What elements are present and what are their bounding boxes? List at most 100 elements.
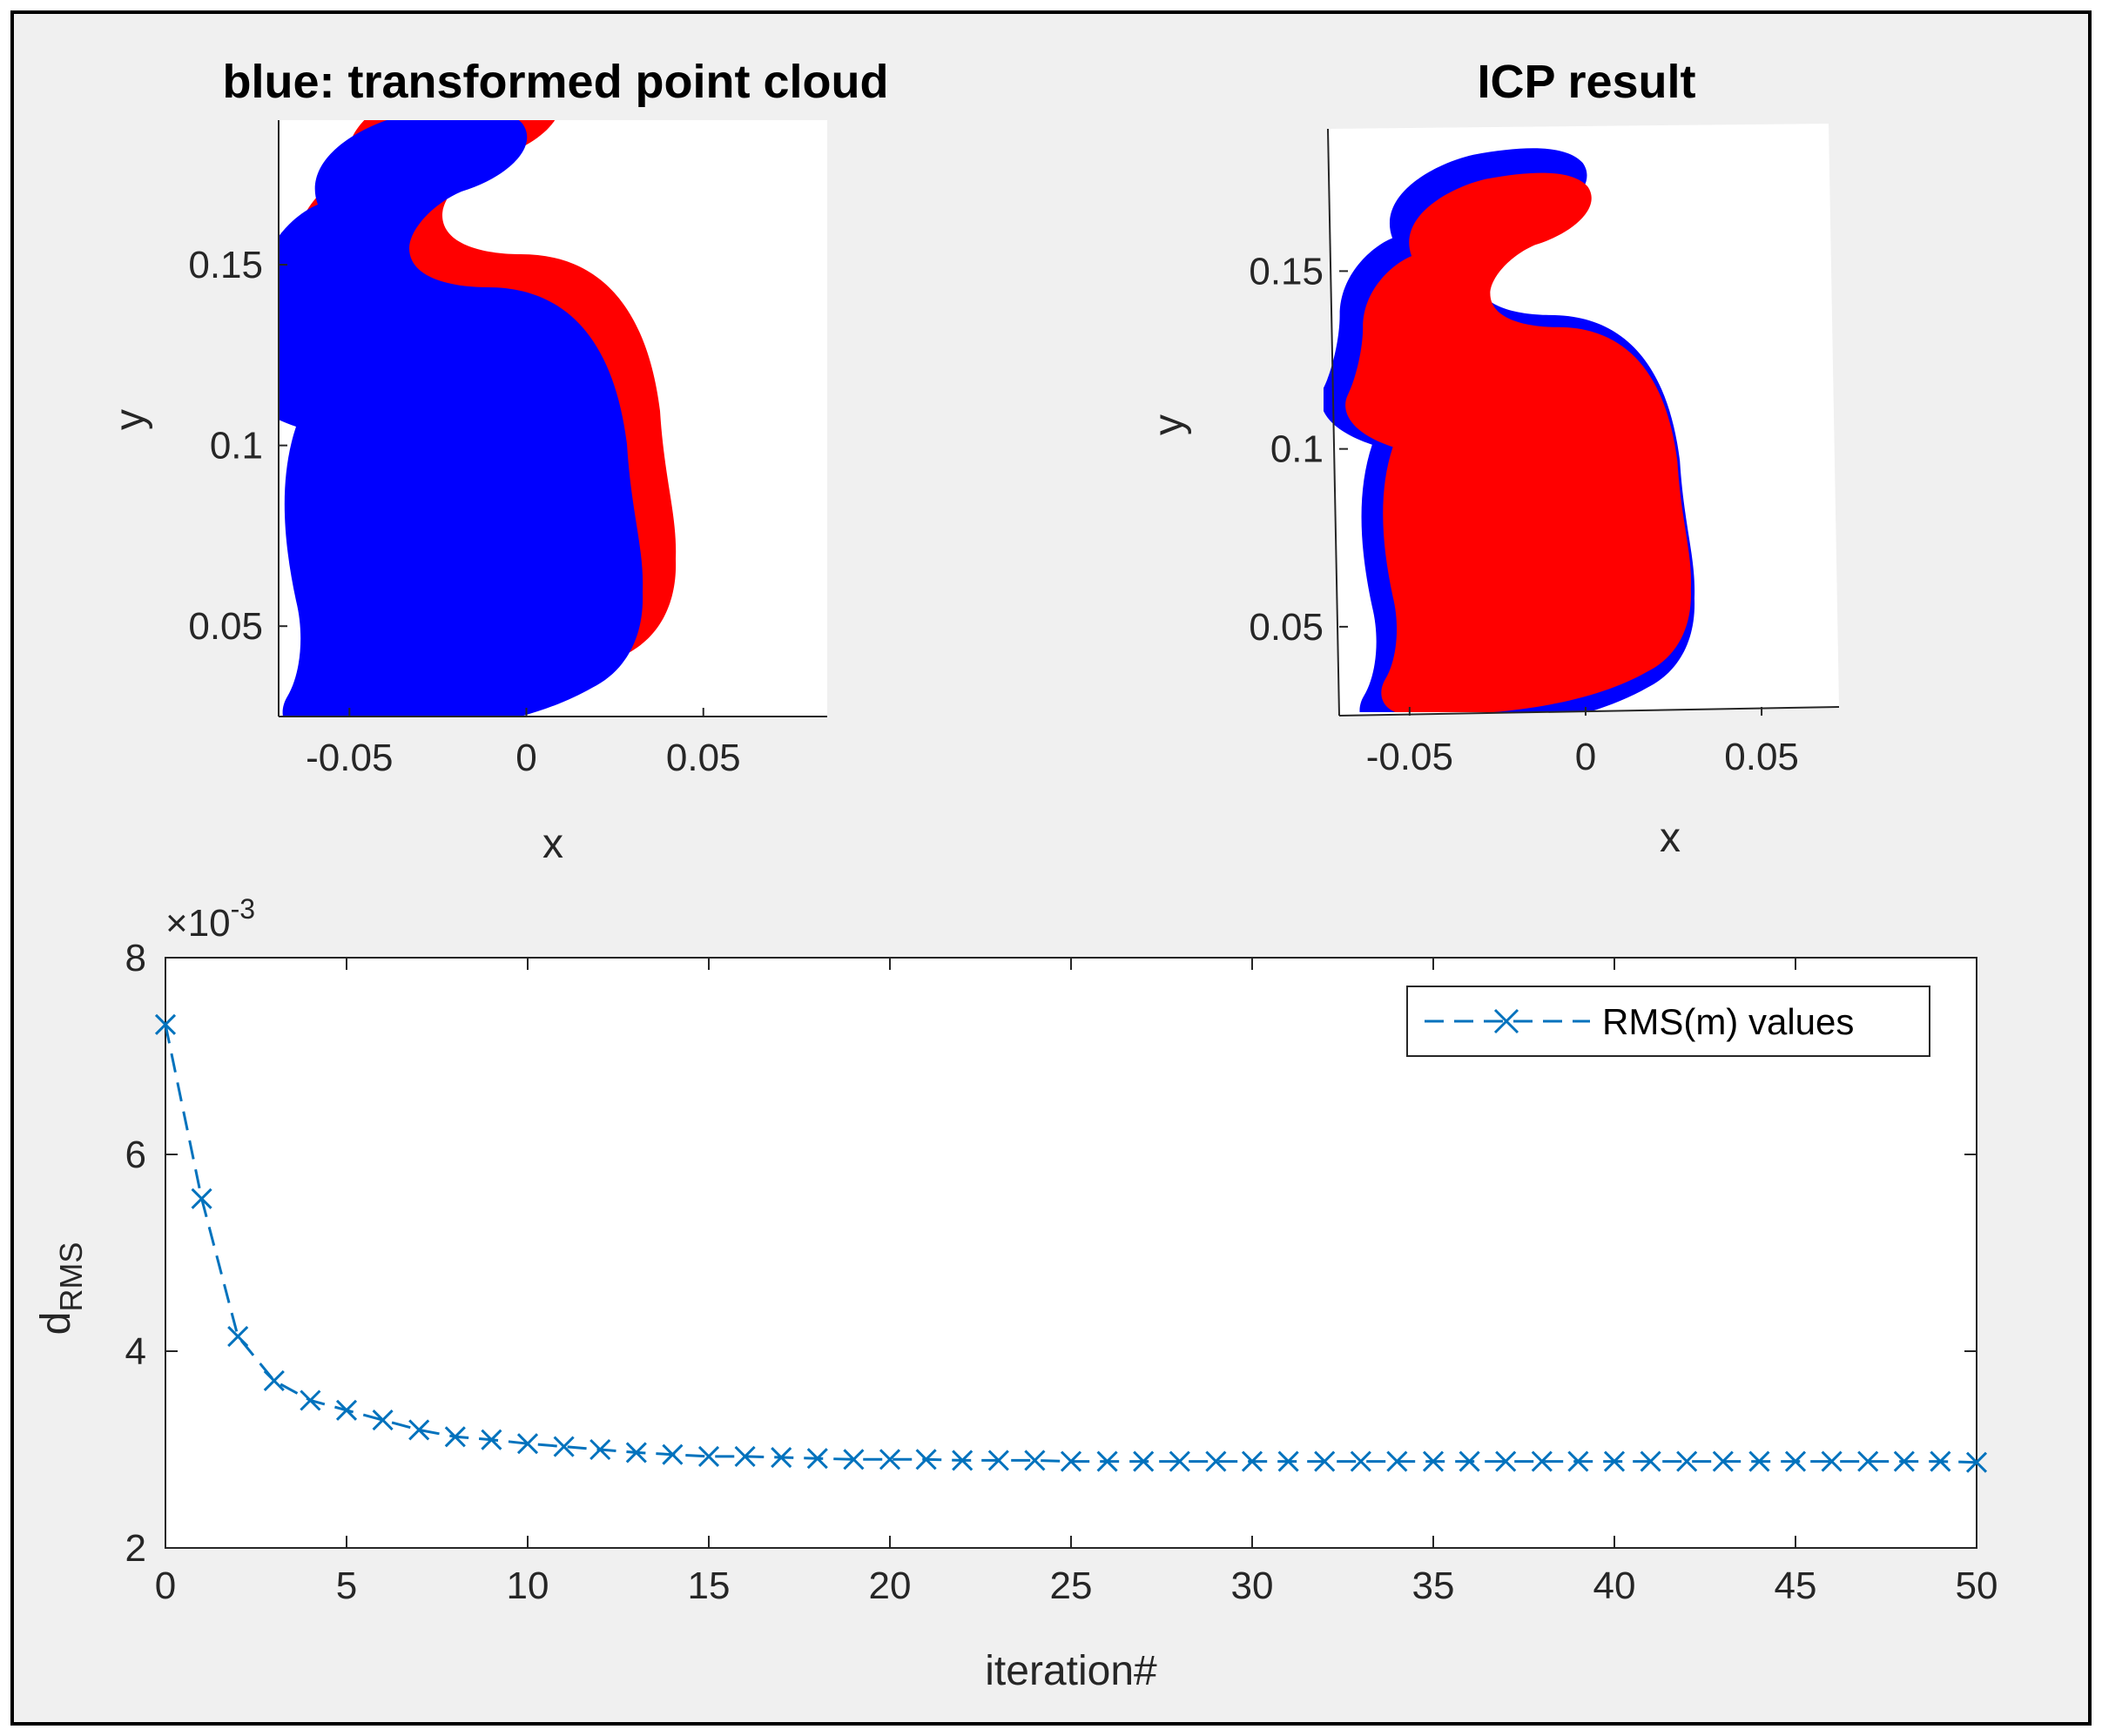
point-cloud-1: [279, 120, 677, 717]
legend-series-label: RMS(m) values: [1602, 1001, 1854, 1042]
plot-1-ytick-label-1: 0.1: [210, 425, 263, 468]
plot-3-xtick-label-5: 25: [1050, 1564, 1093, 1607]
legend-marker-sample: [1493, 1008, 1519, 1034]
data-point-marker-5: [335, 1399, 358, 1421]
data-point-marker-27: [1133, 1450, 1155, 1472]
data-point-marker-17: [771, 1446, 792, 1469]
plot-1-ylabel: y: [107, 409, 153, 430]
point-cloud-2: [1324, 148, 1695, 712]
y-exponent-base: ×10: [165, 902, 231, 945]
plot-3-ytick-label-2: 6: [125, 1134, 146, 1176]
data-point-marker-14: [662, 1443, 684, 1465]
legend[interactable]: RMS(m) values: [1406, 986, 1930, 1057]
plot-3-xtick-label-7: 35: [1412, 1564, 1455, 1607]
plot-2-title: ICP result: [1477, 56, 1695, 108]
data-point-marker-12: [590, 1438, 611, 1461]
data-point-marker-8: [444, 1426, 466, 1448]
plot-3-xtick-label-2: 10: [507, 1564, 549, 1607]
plot-1-xtick-label-2: 0.05: [666, 737, 741, 779]
plot-1-title: blue: transformed point cloud: [223, 56, 889, 108]
bunny-blue-transformed: [279, 120, 643, 717]
data-point-marker-7: [408, 1419, 430, 1441]
data-point-marker-2: [227, 1325, 249, 1348]
data-point-marker-37: [1495, 1450, 1517, 1472]
plot-1-ytick-label-2: 0.15: [188, 244, 263, 286]
data-point-marker-36: [1459, 1450, 1480, 1472]
plot-2-ytick-label-2: 0.15: [1249, 250, 1324, 293]
data-point-marker-22: [952, 1450, 974, 1471]
bunny-red-aligned: [1345, 172, 1692, 712]
plot-3-xlabel: iteration#: [985, 1648, 1157, 1694]
data-point-marker-18: [806, 1448, 828, 1470]
data-point-marker-38: [1531, 1450, 1553, 1472]
data-point-marker-10: [516, 1433, 539, 1455]
plot-3-xtick-label-9: 45: [1775, 1564, 1817, 1607]
plot-2-ylabel: y: [1146, 414, 1192, 435]
data-point-marker-21: [915, 1449, 937, 1470]
plot-3-xtick-label-3: 15: [688, 1564, 731, 1607]
data-point-marker-0: [154, 1013, 177, 1035]
plot-3-xtick-label-4: 20: [869, 1564, 912, 1607]
plot-1-xtick-label-1: 0: [515, 737, 536, 779]
subplot-icp-result: -0.05 0 0.05 0.05 0.1 0.15 ICP result x y: [1146, 56, 1840, 861]
data-point-marker-42: [1676, 1450, 1698, 1472]
data-point-marker-23: [987, 1450, 1009, 1471]
data-point-marker-16: [734, 1445, 756, 1467]
plot-3-xtick-label-10: 50: [1956, 1564, 1998, 1607]
data-point-marker-39: [1567, 1450, 1589, 1472]
data-point-marker-15: [697, 1445, 720, 1467]
data-point-marker-40: [1603, 1450, 1626, 1472]
data-point-marker-41: [1640, 1450, 1661, 1472]
data-point-marker-46: [1821, 1450, 1843, 1472]
ylabel-subscript: RMS: [53, 1242, 89, 1312]
data-point-marker-35: [1422, 1450, 1445, 1472]
y-exponent-power: -3: [231, 893, 255, 925]
axes-2-y-axis: [1327, 128, 1340, 717]
data-point-marker-9: [481, 1429, 502, 1450]
subplot-rms-curve: 0 5 10 15 20 25 30 35 40 45 50 2 4 6 8 ×10-3 iteration…: [33, 893, 1998, 1694]
data-point-marker-11: [553, 1436, 575, 1457]
data-point-marker-30: [1241, 1450, 1263, 1472]
plot-2-ytick-label-0: 0.05: [1249, 606, 1324, 649]
subplot-transformed-cloud: -0.05 0 0.05 0.05 0.1 0.15 blue: transformed …: [107, 56, 889, 867]
data-point-marker-43: [1712, 1450, 1734, 1472]
data-point-marker-3: [263, 1369, 285, 1391]
plot-2-xtick-label-1: 0: [1575, 736, 1596, 778]
data-point-marker-20: [879, 1449, 901, 1470]
data-point-marker-31: [1277, 1450, 1299, 1472]
data-point-marker-44: [1748, 1450, 1770, 1472]
data-point-marker-47: [1857, 1450, 1879, 1472]
data-point-marker-28: [1169, 1450, 1190, 1472]
plot-3-ytick-label-3: 8: [125, 937, 146, 979]
plot-3-ytick-label-0: 2: [125, 1527, 146, 1570]
axes-2-x-axis: [1338, 706, 1840, 717]
data-point-marker-45: [1784, 1450, 1807, 1472]
plot-3-ytick-label-1: 4: [125, 1330, 146, 1373]
plot-3-xtick-label-8: 40: [1593, 1564, 1636, 1607]
data-point-marker-32: [1314, 1450, 1336, 1472]
plot-1-xtick-label-0: -0.05: [306, 737, 393, 779]
data-point-marker-26: [1096, 1450, 1118, 1472]
data-point-marker-25: [1060, 1450, 1082, 1472]
plot-2-ytick-label-1: 0.1: [1270, 428, 1324, 471]
data-point-marker-29: [1205, 1450, 1227, 1472]
data-point-marker-19: [843, 1449, 865, 1470]
plot-3-xtick-label-0: 0: [155, 1564, 176, 1607]
plot-2-xtick-label-0: -0.05: [1366, 736, 1453, 778]
data-point-marker-4: [300, 1389, 321, 1411]
plot-2-xlabel: x: [1660, 815, 1681, 861]
data-point-marker-13: [625, 1442, 647, 1463]
data-point-marker-6: [372, 1410, 394, 1431]
data-point-marker-49: [1930, 1450, 1951, 1472]
data-point-marker-48: [1893, 1450, 1915, 1472]
plot-2-xtick-label-2: 0.05: [1724, 736, 1799, 778]
plot-1-xlabel: x: [542, 821, 563, 867]
ylabel-main: d: [33, 1312, 79, 1336]
data-point-marker-1: [191, 1188, 212, 1209]
y-exponent-label: ×10-3: [165, 893, 255, 945]
data-point-marker-50: [1965, 1451, 1988, 1473]
plot-1-ytick-label-0: 0.05: [188, 605, 263, 648]
data-point-marker-24: [1024, 1450, 1046, 1471]
plot-3-xtick-label-1: 5: [336, 1564, 357, 1607]
